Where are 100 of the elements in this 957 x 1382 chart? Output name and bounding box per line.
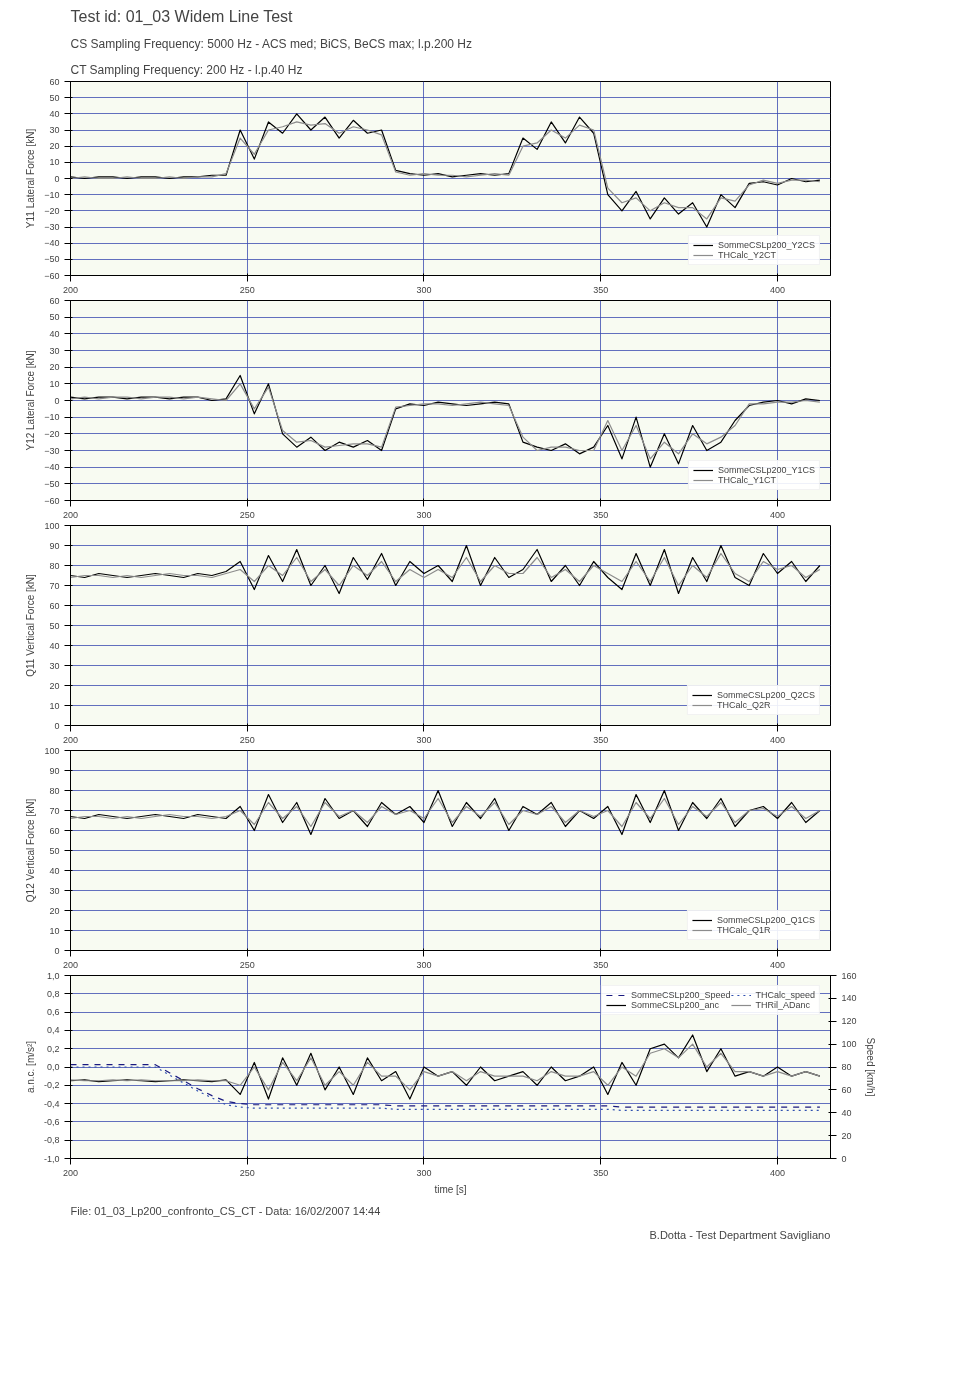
y-tick-label: 50 (49, 620, 60, 631)
y-tick-label: 30 (49, 885, 60, 896)
legend-label: THCalc_Y2CT (717, 250, 776, 260)
y-tick-label: −20 (44, 428, 60, 439)
x-tick-label: 200 (62, 1167, 79, 1178)
x-axis-title: time [s] (434, 1183, 467, 1195)
y-tick-label: -0,2 (43, 1080, 60, 1091)
y-tick-label: −30 (44, 222, 60, 232)
y-tick-label: 30 (49, 125, 60, 135)
x-tick-label: 250 (239, 509, 255, 520)
x-tick-label: 250 (239, 1167, 255, 1178)
y-tick-label: 40 (49, 640, 60, 651)
y2-tick-label: 100 (841, 1039, 857, 1050)
y-tick-label: −10 (44, 412, 60, 423)
y-tick-label: -1,0 (43, 1153, 60, 1164)
y-tick-label: 50 (49, 845, 60, 856)
x-tick-label: 300 (416, 1167, 432, 1178)
x-tick-label: 400 (769, 734, 785, 745)
y2-tick-label: 160 (841, 970, 857, 981)
y-tick-label: 20 (49, 141, 60, 152)
y-tick-label: 0,4 (46, 1025, 60, 1036)
x-tick-label: 200 (62, 509, 79, 520)
y-tick-label: 0,0 (46, 1062, 60, 1072)
line-series (70, 797, 821, 828)
y-tick-label: 40 (49, 108, 60, 119)
y-tick-label: 60 (49, 600, 60, 611)
x-tick-label: 200 (62, 959, 79, 970)
y-axis-title: Q12 Vertical Force [kN] (25, 798, 37, 903)
text: B.Dotta - Test Department Savigliano (649, 1228, 831, 1241)
legend-label: SommeCSLp200_Q2CS (716, 690, 815, 700)
y-tick-label: -0,4 (43, 1098, 60, 1109)
x-tick-label: 350 (593, 734, 609, 745)
legend-label: THCalc_Q1R (716, 925, 771, 935)
y2-tick-label: 0 (841, 1153, 847, 1164)
y-axis-title: Y12 Lateral Force [kN] (25, 350, 37, 451)
y-tick-label: −60 (44, 270, 60, 281)
y-tick-label: 20 (49, 680, 60, 691)
chart-subtitle: CS Sampling Frequency: 5000 Hz - ACS med; BiCS, BeCS max; l.p.200 Hz (70, 36, 473, 51)
legend-label: SommeCSLp200_Speed (630, 990, 731, 1000)
legend-label: THRil_ADanc (755, 1000, 810, 1010)
x-tick-label: 300 (416, 734, 432, 745)
y-tick-label: 0 (54, 173, 60, 184)
y-axis-title: Q11 Vertical Force [kN] (25, 573, 37, 677)
x-tick-label: 400 (769, 1167, 785, 1178)
y2-tick-label: 80 (841, 1062, 852, 1072)
y-axis-title: Y11 Lateral Force [kN] (25, 128, 37, 229)
x-tick-label: 400 (769, 959, 785, 970)
y-tick-label: 0 (54, 395, 60, 406)
y2-tick-label: 40 (841, 1107, 852, 1118)
y-tick-label: 10 (49, 157, 60, 168)
x-tick-label: 400 (769, 284, 785, 295)
x-tick-label: 350 (593, 284, 609, 295)
legend-label: THCalc_Q2R (716, 700, 771, 710)
y-tick-label: 50 (49, 92, 60, 103)
y-tick-label: −60 (44, 495, 60, 506)
y-tick-label: 10 (49, 378, 60, 389)
y-tick-label: −50 (44, 254, 60, 265)
x-tick-label: 350 (593, 959, 609, 970)
y-tick-label: 100 (44, 520, 60, 531)
x-tick-label: 200 (62, 284, 79, 295)
x-tick-label: 350 (593, 1167, 609, 1178)
chart-title: Test id: 01_03 Widem Line Test (70, 7, 294, 26)
y-tick-label: 70 (49, 580, 60, 591)
x-tick-label: 350 (593, 509, 609, 520)
y-tick-label: 60 (49, 76, 60, 87)
y-tick-label: 0 (54, 945, 60, 956)
y-tick-label: 0,6 (46, 1007, 60, 1018)
x-tick-label: 250 (239, 284, 255, 295)
y-tick-label: 10 (49, 925, 60, 936)
line-series (70, 789, 821, 836)
y-tick-label: 60 (49, 295, 60, 306)
y-tick-label: −10 (44, 189, 60, 200)
y-tick-label: 20 (49, 905, 60, 916)
legend-label: SommeCSLp200_Y1CS (717, 465, 815, 475)
y-tick-label: 0,8 (46, 988, 60, 999)
y-tick-label: 80 (49, 785, 60, 796)
text: CT Sampling Frequency: 200 Hz - l.p.40 Hz (70, 62, 303, 77)
x-tick-label: 300 (416, 509, 432, 520)
y-tick-label: 20 (49, 362, 60, 373)
y-tick-label: −50 (44, 478, 60, 489)
y-tick-label: 90 (49, 765, 60, 776)
y-tick-label: 70 (49, 805, 60, 816)
y-tick-label: −20 (44, 205, 60, 216)
line-series (70, 383, 821, 460)
legend-label: SommeCSLp200_Y2CS (717, 240, 815, 250)
y-tick-label: −30 (44, 445, 60, 456)
y-tick-label: 40 (49, 865, 60, 876)
y-tick-label: 100 (44, 745, 60, 756)
y2-tick-label: 140 (841, 993, 857, 1004)
y-tick-label: 0 (54, 720, 60, 731)
y-tick-label: 50 (49, 312, 60, 323)
y-tick-label: 40 (49, 328, 60, 339)
x-tick-label: 200 (62, 734, 79, 745)
legend-label: THCalc_speed (755, 990, 815, 1000)
line-series (70, 1043, 821, 1091)
y-tick-label: 30 (49, 660, 60, 671)
y-tick-label: −40 (44, 462, 60, 473)
y-tick-label: 90 (49, 540, 60, 551)
x-tick-label: 250 (239, 959, 255, 970)
text: File: 01_03_Lp200_confronto_CS_CT - Data: 16/02/2007 14:44 (70, 1204, 381, 1217)
